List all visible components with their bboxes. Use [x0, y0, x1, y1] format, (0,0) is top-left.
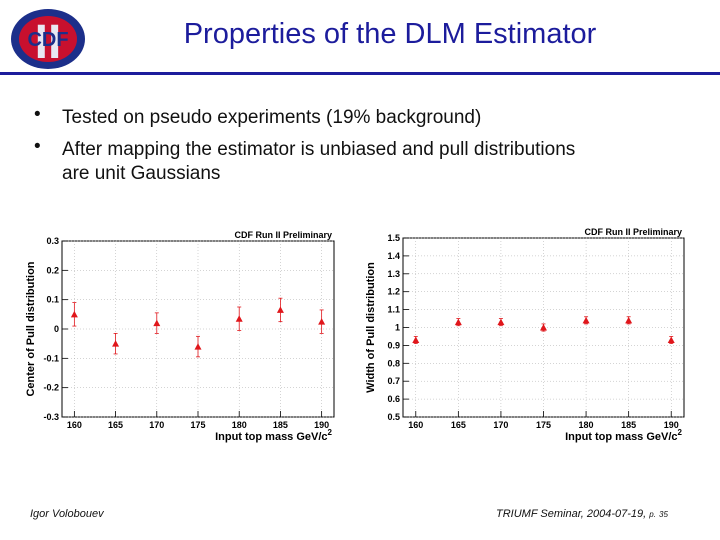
- y-axis-label: Width of Pull distribution: [365, 262, 377, 393]
- y-tick-label: 0.7: [387, 376, 400, 386]
- y-tick-label: -0.2: [43, 383, 59, 393]
- x-tick-label: 165: [451, 420, 466, 430]
- y-tick-label: 1.5: [387, 233, 400, 243]
- x-tick-label: 190: [314, 420, 329, 430]
- y-axis-label: Center of Pull distribution: [25, 261, 37, 396]
- y-tick-label: 1: [395, 323, 400, 333]
- footer-page-prefix: p.: [649, 510, 656, 519]
- x-axis-label-text: Input top mass GeV/c: [565, 431, 677, 443]
- y-tick-label: 0.5: [387, 412, 400, 422]
- x-tick-label: 170: [493, 420, 508, 430]
- x-tick-label: 160: [408, 420, 423, 430]
- y-tick-label: 0.1: [46, 295, 59, 305]
- data-point: [70, 310, 78, 318]
- y-tick-label: 1.4: [387, 251, 400, 261]
- x-axis-label-superscript: 2: [678, 428, 683, 437]
- data-point: [235, 315, 243, 322]
- x-axis-label-superscript: 2: [328, 428, 333, 437]
- bullet-text-1: Tested on pseudo experiments (19% backgr…: [62, 107, 482, 128]
- y-tick-label: 1.1: [387, 305, 400, 315]
- page-title: Properties of the DLM Estimator: [183, 18, 597, 50]
- y-tick-label: 0.2: [46, 265, 59, 275]
- logo-text: CDF: [27, 29, 68, 51]
- y-tick-label: 1.3: [387, 269, 400, 279]
- bullet-text-2: After mapping the estimator is unbiased …: [62, 139, 576, 184]
- x-tick-label: 160: [67, 420, 82, 430]
- y-tick-label: 0.9: [387, 340, 400, 350]
- y-tick-label: 0: [54, 324, 59, 334]
- x-tick-label: 175: [536, 420, 551, 430]
- logo-fill: [19, 16, 77, 62]
- data-point: [497, 318, 505, 326]
- data-point: [194, 343, 202, 350]
- y-tick-label: -0.3: [43, 412, 59, 422]
- data-point: [276, 306, 284, 313]
- data-point: [412, 336, 420, 344]
- x-axis-label-text: Input top mass GeV/c: [215, 431, 327, 443]
- data-point: [112, 340, 120, 347]
- pull-center-chart: -0.3 -0.2 -0.1 0 0.1 0.2 0.3 160 165 170 175 180 185…: [25, 230, 335, 443]
- cdf-logo: II CDF: [11, 9, 85, 69]
- x-tick-label: 180: [579, 420, 594, 430]
- x-tick-label: 175: [190, 420, 205, 430]
- x-tick-label: 185: [273, 420, 288, 430]
- x-tick-label: 180: [232, 420, 247, 430]
- data-point: [667, 336, 675, 344]
- bullet-marker-2: •: [34, 136, 41, 157]
- footer-venue: TRIUMF Seminar, 2004-07-19, p. 35: [496, 508, 668, 520]
- data-point: [540, 324, 547, 331]
- data-point: [625, 316, 633, 324]
- chart-title: CDF Run II Preliminary: [234, 230, 332, 240]
- footer-page-number: 35: [659, 510, 668, 519]
- logo-numeral: II: [35, 16, 62, 69]
- footer-author: Igor Volobouev: [30, 508, 104, 520]
- x-tick-label: 190: [664, 420, 679, 430]
- data-point: [153, 319, 161, 327]
- chart-title: CDF Run II Preliminary: [584, 227, 682, 237]
- bullet-marker-1: •: [34, 104, 41, 125]
- data-point: [582, 316, 590, 324]
- y-tick-label: 0.8: [387, 358, 400, 368]
- y-tick-label: -0.1: [43, 353, 59, 363]
- x-tick-label: 165: [108, 420, 123, 430]
- y-tick-label: 1.2: [387, 287, 400, 297]
- x-axis-label: Input top mass GeV/c2: [565, 428, 682, 443]
- y-tick-label: 0.6: [387, 394, 400, 404]
- data-point: [454, 318, 462, 326]
- data-point: [318, 318, 326, 325]
- footer-venue-text: TRIUMF Seminar, 2004-07-19,: [496, 508, 647, 520]
- x-axis-label: Input top mass GeV/c2: [215, 428, 332, 443]
- y-tick-label: 0.3: [46, 236, 59, 246]
- title-divider: [0, 72, 720, 75]
- x-tick-label: 185: [621, 420, 636, 430]
- pull-width-chart: 0.5 0.6 0.7 0.8 0.9 1 1.1 1.2 1.3 1.4 1.5 160 165 170…: [365, 227, 685, 443]
- x-tick-label: 170: [149, 420, 164, 430]
